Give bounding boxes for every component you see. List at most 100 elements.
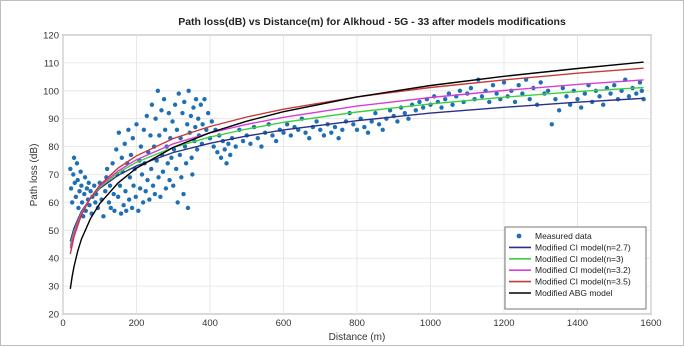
data-point [188,113,194,119]
data-point [601,102,606,107]
x-tick-label: 1000 [420,318,441,329]
data-point [185,205,191,211]
data-point [501,80,507,85]
data-point [107,183,113,188]
data-point [186,88,191,94]
data-point [170,119,175,124]
data-point [487,99,492,105]
data-point [79,200,85,205]
y-tick-label: 30 [48,282,59,293]
data-point [183,161,189,166]
data-point [634,91,639,96]
data-point [112,208,117,213]
data-point [387,108,393,113]
data-point [119,155,125,160]
data-point [74,161,80,166]
data-point [527,96,532,102]
data-point [560,85,565,91]
data-point [439,105,444,110]
data-point [140,200,146,205]
data-point [173,166,179,172]
series-line-5 [69,61,644,290]
data-point [365,130,371,135]
data-point [402,110,407,116]
data-point [376,122,382,127]
data-point [84,186,90,191]
data-point [190,172,195,177]
data-point [516,83,521,88]
data-point [226,141,231,147]
data-point [637,80,643,85]
y-tick-label: 70 [48,170,59,181]
data-point [619,88,624,94]
data-point [177,152,183,158]
data-point [121,202,126,208]
data-point [172,102,178,107]
data-point [88,189,93,194]
data-point [222,147,227,152]
data-point [106,200,112,205]
data-point [79,183,84,188]
data-point [145,177,150,183]
data-point [351,122,356,127]
data-point [318,127,323,133]
data-point [281,130,286,135]
data-point [103,189,108,194]
data-point [468,85,474,91]
data-point [582,91,588,96]
legend-label: Modified CI model(n=3.2) [535,265,631,275]
data-point [171,183,176,188]
data-point [457,88,463,94]
x-tick-label: 0 [60,318,65,329]
data-point [78,169,83,174]
data-point [77,189,82,194]
data-point [137,186,143,191]
data-point [150,183,156,188]
data-point [446,91,452,96]
data-point [490,83,496,88]
data-point [189,155,194,160]
data-point [209,119,215,124]
data-point [354,127,360,133]
data-point [69,200,75,205]
y-tick-label: 80 [48,142,59,153]
data-point [270,133,275,138]
data-point [162,127,168,133]
x-axis-label: Distance (m) [329,332,386,343]
data-point [126,197,132,202]
data-point [406,116,411,121]
data-point [578,105,584,110]
data-point [157,133,162,138]
data-point [520,91,525,96]
data-point [248,141,253,147]
data-point [128,152,134,158]
legend-label: Modified CI model(n=2.7) [535,242,631,252]
data-point [93,200,98,205]
data-point [479,94,485,99]
data-point [196,116,201,121]
data-point [211,144,216,149]
data-point [81,214,86,219]
data-point [369,119,374,124]
legend-label: Measured data [535,231,592,241]
legend-label: Modified CI model(n=3) [535,254,624,264]
data-point [68,186,74,191]
data-point [198,102,204,107]
data-point [156,175,161,180]
data-point [153,116,158,121]
data-point [545,88,551,94]
data-point [228,152,233,158]
y-axis-ticks: 20 30 40 50 60 70 80 90 100 110 120 [43,31,59,321]
y-tick-label: 40 [48,254,59,265]
data-point [111,191,116,197]
data-point [567,102,573,107]
x-tick-label: 800 [349,318,365,329]
data-point [303,130,308,135]
data-point [240,138,246,144]
data-point [413,108,418,113]
data-point [332,124,338,130]
x-tick-label: 600 [276,318,292,329]
data-point [420,105,426,110]
data-point [233,144,238,149]
